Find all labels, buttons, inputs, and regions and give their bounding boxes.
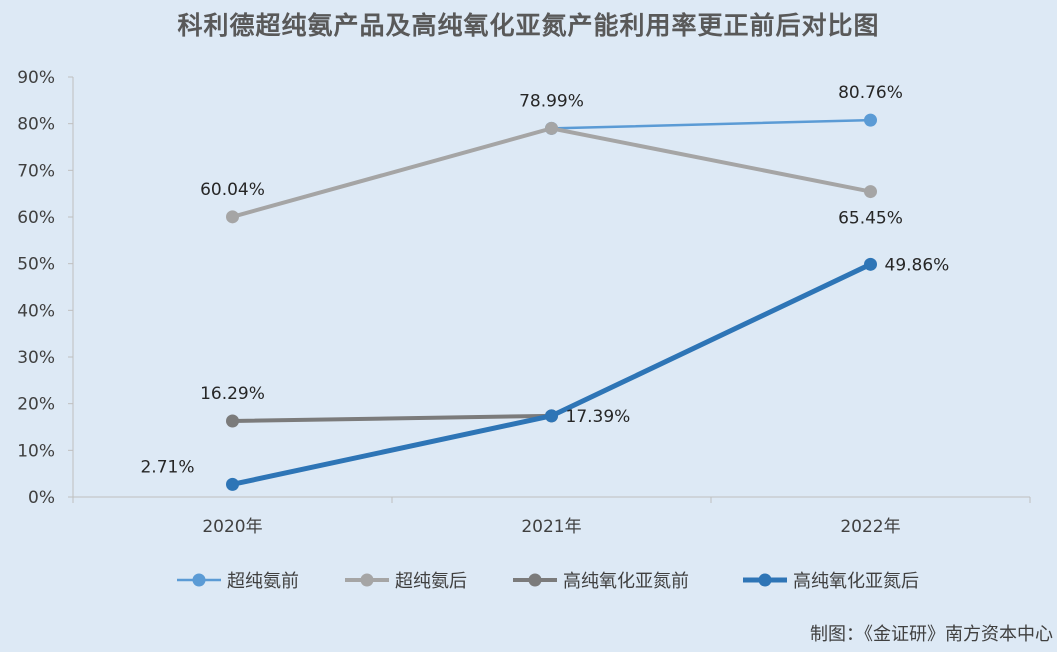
legend-swatch-marker xyxy=(758,573,772,587)
x-tick-label: 2021年 xyxy=(521,517,581,537)
data-label: 65.45% xyxy=(838,209,903,229)
y-tick-label: 10% xyxy=(17,441,55,461)
x-tick-label: 2022年 xyxy=(840,517,900,537)
y-tick-label: 0% xyxy=(28,488,55,508)
legend-swatch-marker xyxy=(528,573,542,587)
y-tick-label: 70% xyxy=(17,161,55,181)
data-point xyxy=(545,409,558,423)
series-line xyxy=(550,118,872,130)
series-line xyxy=(230,261,873,487)
y-tick-label: 80% xyxy=(17,115,55,135)
data-point xyxy=(226,414,239,428)
data-label: 80.76% xyxy=(838,83,903,103)
legend-swatch-marker xyxy=(360,573,374,587)
x-tick-label: 2020年 xyxy=(202,517,262,537)
data-point xyxy=(545,121,558,135)
series-line xyxy=(230,413,554,423)
y-tick-label: 60% xyxy=(17,208,55,228)
y-tick-label: 90% xyxy=(17,68,55,88)
legend-label: 超纯氨前 xyxy=(227,571,299,592)
y-tick-label: 20% xyxy=(17,395,55,415)
series-line xyxy=(230,126,873,219)
data-point xyxy=(226,477,239,491)
data-point xyxy=(864,257,877,271)
legend-label: 高纯氧化亚氮前 xyxy=(563,571,689,592)
legend-label: 超纯氨后 xyxy=(395,571,467,592)
data-point xyxy=(864,185,877,199)
chart-title: 科利德超纯氨产品及高纯氧化亚氮产能利用率更正前后对比图 xyxy=(177,11,880,40)
data-label: 17.39% xyxy=(566,407,631,427)
data-point xyxy=(226,210,239,224)
data-label: 2.71% xyxy=(140,457,194,477)
data-label: 78.99% xyxy=(519,91,584,111)
y-tick-label: 40% xyxy=(17,301,55,321)
legend-label: 高纯氧化亚氮后 xyxy=(793,571,919,592)
y-tick-label: 30% xyxy=(17,348,55,368)
data-label: 16.29% xyxy=(200,384,265,404)
data-label: 60.04% xyxy=(200,180,265,200)
legend-swatch-marker xyxy=(192,573,206,587)
source-caption: 制图：《金证研》南方资本中心 xyxy=(810,624,1053,645)
y-tick-label: 50% xyxy=(17,255,55,275)
data-label: 49.86% xyxy=(885,255,950,275)
data-point xyxy=(864,113,877,127)
